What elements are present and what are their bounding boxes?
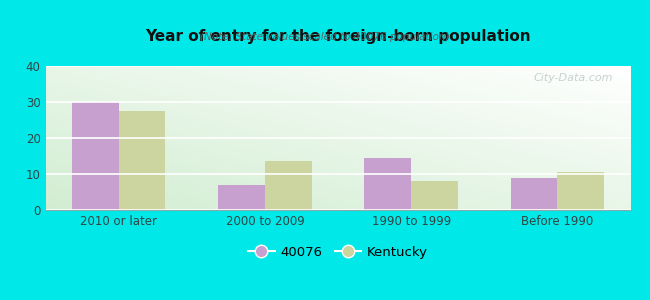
Bar [510, 178, 557, 210]
Bar [72, 102, 118, 210]
Bar [558, 172, 604, 210]
Text: City-Data.com: City-Data.com [534, 73, 613, 83]
Bar [411, 181, 458, 210]
Bar [365, 158, 411, 210]
Legend: 40076, Kentucky: 40076, Kentucky [243, 240, 433, 264]
Title: Year of entry for the foreign-born population: Year of entry for the foreign-born popul… [145, 29, 531, 44]
Bar [118, 111, 165, 210]
Bar [218, 185, 265, 210]
Bar [265, 161, 311, 210]
Text: (Note: State values scaled to 40076 population): (Note: State values scaled to 40076 popu… [200, 32, 450, 41]
